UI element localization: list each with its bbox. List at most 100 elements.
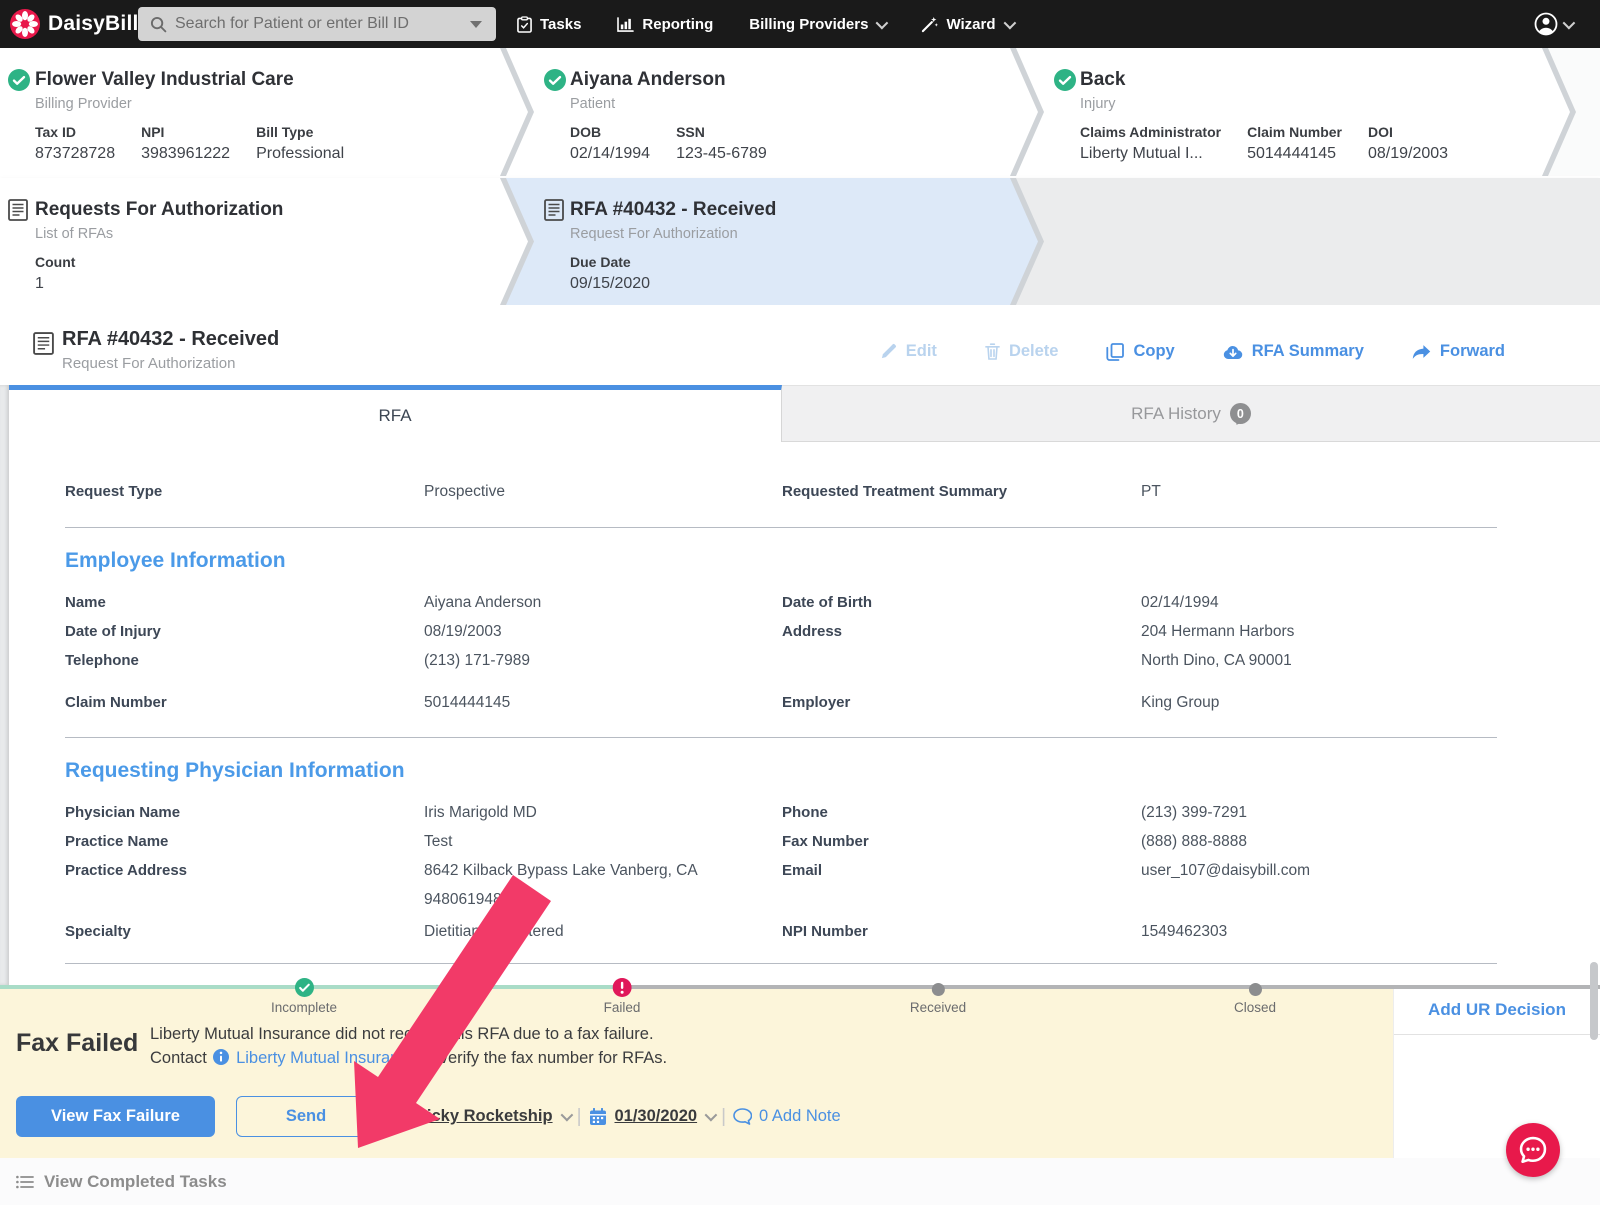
primary-nav: Tasks Reporting Billing Providers Wizard (517, 0, 1016, 48)
claims-admin-link[interactable]: Liberty Mutual Insurance (236, 1049, 417, 1067)
due-date-value[interactable]: 01/30/2020 (614, 1107, 698, 1125)
status-message-line1: Liberty Mutual Insurance did not receive… (150, 1025, 654, 1043)
tab-rfa-history[interactable]: RFA History 0 (782, 385, 1600, 442)
field-label: Claim Number (1247, 124, 1342, 140)
due-date-control[interactable]: 01/30/2020 (589, 1107, 718, 1126)
field-value: 09/15/2020 (570, 275, 651, 292)
crumb-fields: DOB 02/14/1994 SSN 123-45-6789 (570, 124, 1038, 163)
rfa-summary-button[interactable]: RFA Summary (1223, 342, 1364, 361)
intercom-chat-button[interactable] (1506, 1123, 1560, 1177)
address-value: 204 Hermann Harbors North Dino, CA 90001 (1141, 623, 1295, 669)
field-label: Tax ID (35, 124, 76, 140)
top-navbar: DaisyBill Tasks Reporting Billing Provid… (0, 0, 1600, 48)
page-title: RFA #40432 - Received (62, 328, 280, 350)
copy-label: Copy (1133, 342, 1175, 360)
crumb-title: RFA #40432 - Received (570, 199, 777, 220)
trash-icon (985, 343, 1000, 360)
field-value: Liberty Mutual I... (1080, 145, 1203, 162)
edit-label: Edit (905, 342, 937, 360)
crumb-subtitle: Patient (570, 96, 616, 112)
breadcrumb-patient[interactable]: Aiyana Anderson Patient DOB 02/14/1994 SS… (506, 48, 1038, 176)
claim-number-value: 5014444145 (424, 694, 511, 711)
page-subtitle: Request For Authorization (62, 355, 236, 372)
chevron-down-icon (560, 1108, 573, 1122)
rfa-document-icon (544, 199, 564, 221)
crumb-fields: Claims Administrator Liberty Mutual I... … (1080, 124, 1570, 163)
nav-reporting-label: Reporting (642, 15, 714, 33)
request-type-value: Prospective (424, 483, 505, 500)
bar-chart-icon (617, 16, 635, 32)
user-avatar-icon (1534, 12, 1558, 36)
view-completed-tasks-link[interactable]: View Completed Tasks (44, 1171, 227, 1191)
speech-bubble-icon (733, 1108, 753, 1125)
breadcrumb-filler (1016, 178, 1600, 305)
add-ur-decision-link[interactable]: Add UR Decision (1428, 1000, 1566, 1019)
check-circle-icon (544, 69, 566, 91)
crumb-title: Aiyana Anderson (570, 69, 726, 90)
check-circle-icon (8, 69, 30, 91)
account-menu[interactable] (1534, 12, 1576, 36)
chat-bubble-icon (1517, 1134, 1549, 1166)
rfa-document-icon (33, 332, 54, 355)
calendar-icon (589, 1107, 607, 1126)
delete-button[interactable]: Delete (985, 342, 1058, 361)
nav-billing-providers[interactable]: Billing Providers (749, 15, 889, 33)
crumb-fields: Count 1 (35, 254, 528, 293)
nav-billing-providers-label: Billing Providers (749, 15, 869, 33)
scrollbar-thumb[interactable] (1590, 962, 1598, 1040)
info-icon (213, 1049, 230, 1065)
breadcrumb-rfa-current[interactable]: RFA #40432 - Received Request For Author… (506, 178, 1038, 305)
assignee-control[interactable]: Ricky Rocketship (392, 1107, 573, 1126)
add-note-button[interactable]: 0 Add Note (733, 1107, 841, 1126)
daisy-flower-icon (10, 9, 40, 39)
request-type-label: Request Type (65, 483, 163, 500)
rfa-detail-panel: RFA #40432 - Received Request For Author… (0, 305, 1600, 985)
physician-section: Physician Name Iris Marigold MD Practice… (65, 799, 1497, 947)
forward-button[interactable]: Forward (1412, 342, 1505, 361)
search-dropdown-caret-icon[interactable] (470, 20, 482, 28)
send-button[interactable]: Send (236, 1096, 376, 1137)
crumb-subtitle: Request For Authorization (570, 226, 738, 242)
breadcrumb-row-entities: Flower Valley Industrial Care Billing Pr… (0, 48, 1600, 176)
daisybill-logo[interactable]: DaisyBill (10, 9, 139, 39)
search-input[interactable] (167, 15, 470, 33)
nav-reporting[interactable]: Reporting (617, 16, 713, 33)
treatment-summary-value: PT (1141, 483, 1161, 500)
date-of-birth-value: 02/14/1994 (1141, 594, 1219, 611)
date-of-injury-value: 08/19/2003 (424, 623, 502, 640)
nav-wizard[interactable]: Wizard (921, 16, 1016, 33)
breadcrumb-rfa-list[interactable]: Requests For Authorization List of RFAs … (0, 178, 528, 305)
field-value: Professional (256, 145, 345, 162)
field-value: 5014444145 (1247, 145, 1337, 162)
tab-rfa[interactable]: RFA (9, 385, 782, 442)
breadcrumb-injury[interactable]: Back Injury Claims Administrator Liberty … (1016, 48, 1570, 176)
employer-value: King Group (1141, 694, 1220, 711)
address-label: Address (782, 623, 843, 640)
nav-tasks[interactable]: Tasks (517, 16, 581, 33)
crumb-fields: Tax ID 873728728 NPI 3983961222 Bill Type P… (35, 124, 528, 163)
copy-button[interactable]: Copy (1106, 342, 1175, 361)
rfa-summary-row: Request Type Prospective Requested Treat… (65, 478, 1497, 507)
crumb-subtitle: Billing Provider (35, 96, 132, 112)
assignee-name[interactable]: Ricky Rocketship (415, 1107, 553, 1125)
edit-button[interactable]: Edit (880, 342, 937, 361)
bottom-task-bar: View Completed Tasks (0, 1158, 1600, 1205)
breadcrumb-billing-provider[interactable]: Flower Valley Industrial Care Billing Pr… (0, 48, 528, 176)
chevron-down-icon (1003, 16, 1016, 29)
rfa-document-icon (8, 199, 28, 221)
field-value: 02/14/1994 (570, 145, 651, 162)
ur-decision-panel: Add UR Decision (1393, 985, 1600, 1158)
view-fax-failure-button[interactable]: View Fax Failure (16, 1096, 215, 1137)
field-label: Count (35, 254, 76, 270)
chevron-down-icon (876, 16, 889, 29)
divider: | (721, 1105, 727, 1127)
task-list-icon (16, 1175, 34, 1189)
employer-label: Employer (782, 694, 851, 711)
field-label: Due Date (570, 254, 631, 270)
status-title: Fax Failed (16, 1029, 139, 1057)
specialty-value: Dietitian, Registered (424, 923, 564, 940)
pencil-icon (880, 343, 897, 360)
global-search[interactable] (138, 7, 496, 41)
divider (1394, 1034, 1600, 1035)
crumb-title: Flower Valley Industrial Care (35, 69, 294, 90)
